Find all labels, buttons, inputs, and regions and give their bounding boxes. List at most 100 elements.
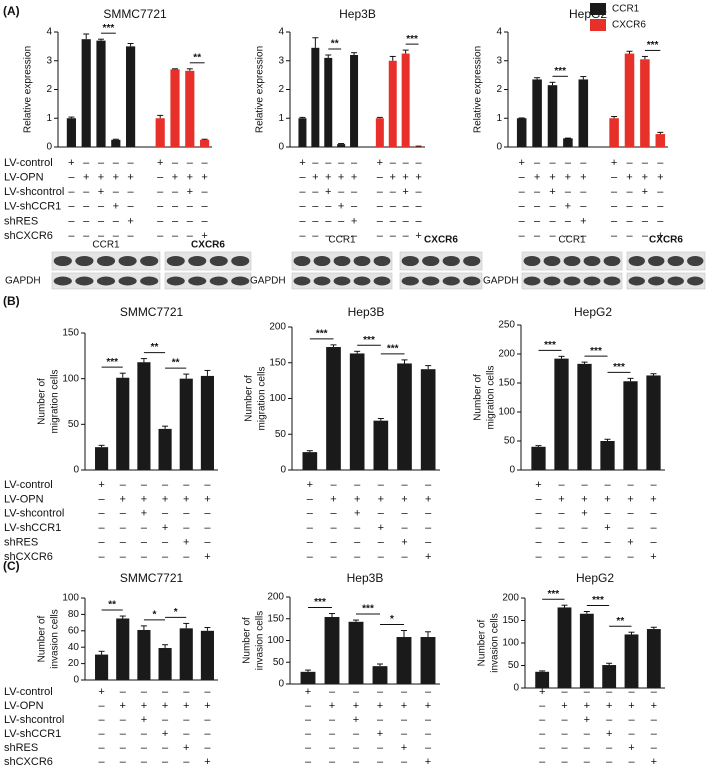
condition-mark: – — [626, 215, 633, 227]
error-bar — [627, 377, 634, 382]
condition-mark: – — [604, 551, 611, 563]
chart-title: HepG2 — [576, 571, 614, 585]
condition-mark: + — [377, 700, 383, 712]
blot-band — [442, 255, 460, 267]
y-axis-label: Number of — [477, 619, 488, 666]
y-tick-label: 150 — [267, 613, 284, 624]
legend-swatch — [590, 19, 606, 31]
bar — [179, 628, 193, 680]
condition-mark: – — [377, 186, 384, 198]
condition-mark: – — [120, 479, 127, 491]
error-bar — [172, 68, 178, 70]
condition-mark: + — [172, 172, 178, 184]
significance-label: *** — [544, 340, 556, 351]
blot-band — [166, 255, 185, 267]
condition-mark: + — [415, 230, 421, 242]
condition-mark: – — [354, 537, 361, 549]
condition-mark: – — [354, 522, 361, 534]
condition-mark: – — [584, 756, 591, 768]
condition-mark: – — [120, 551, 127, 563]
significance-label: *** — [363, 335, 375, 346]
condition-mark: + — [628, 700, 634, 712]
significance-label: ** — [331, 39, 339, 50]
error-bar — [162, 425, 169, 429]
y-tick-label: 150 — [269, 357, 286, 368]
condition-mark: – — [611, 215, 618, 227]
condition-mark: – — [338, 157, 345, 169]
condition-mark: – — [187, 215, 194, 227]
error-bar — [425, 365, 432, 370]
condition-mark: – — [330, 479, 337, 491]
blot-band — [140, 255, 159, 267]
condition-mark: – — [390, 201, 397, 213]
condition-mark: – — [128, 157, 135, 169]
condition-mark: – — [172, 157, 179, 169]
condition-mark: – — [351, 201, 358, 213]
error-bar — [353, 619, 359, 622]
condition-mark: + — [518, 157, 524, 169]
condition-mark: – — [611, 201, 618, 213]
condition-mark: – — [539, 700, 546, 712]
significance-label: ** — [108, 600, 116, 611]
condition-mark: – — [141, 756, 148, 768]
condition-mark: – — [312, 157, 319, 169]
condition-mark: – — [83, 201, 90, 213]
condition-mark: – — [162, 756, 169, 768]
condition-mark: – — [187, 157, 194, 169]
condition-mark: – — [565, 157, 572, 169]
error-bar — [325, 54, 332, 58]
y-tick-label: 0 — [513, 683, 519, 694]
condition-mark: – — [305, 756, 312, 768]
bar — [116, 377, 130, 470]
condition-mark: – — [204, 508, 211, 520]
blot-label: CXCR6 — [649, 235, 683, 246]
error-bar — [127, 43, 134, 47]
condition-mark: – — [401, 728, 408, 740]
condition-mark: – — [329, 714, 336, 726]
condition-mark: – — [183, 714, 190, 726]
condition-mark: – — [519, 186, 526, 198]
condition-mark: – — [141, 686, 148, 698]
bar — [414, 146, 423, 147]
y-tick-label: 0 — [280, 465, 286, 476]
blot-band — [373, 255, 391, 267]
condition-mark: – — [351, 157, 358, 169]
condition-mark: – — [312, 230, 319, 242]
y-tick-label: 0 — [496, 142, 502, 153]
error-bar — [162, 644, 169, 649]
condition-mark: – — [162, 742, 169, 754]
condition-mark: + — [626, 172, 632, 184]
condition-mark: – — [68, 230, 75, 242]
condition-mark: – — [120, 756, 127, 768]
bar — [388, 60, 397, 147]
condition-mark: – — [330, 537, 337, 549]
condition-mark: – — [162, 551, 169, 563]
condition-mark: – — [425, 537, 432, 549]
bar — [655, 134, 666, 147]
condition-mark: + — [120, 493, 126, 505]
condition-mark: – — [584, 742, 591, 754]
error-bar — [657, 131, 664, 135]
y-axis-label: Number of — [37, 378, 48, 425]
y-tick-label: 100 — [502, 638, 519, 649]
blot-background — [399, 251, 483, 271]
significance-label: *** — [316, 329, 328, 340]
condition-mark: – — [157, 215, 164, 227]
condition-mark: – — [539, 728, 546, 740]
bar — [547, 85, 558, 147]
condition-mark: + — [204, 551, 210, 563]
chart-title: SMMC7721 — [120, 305, 184, 319]
condition-mark: + — [141, 700, 147, 712]
condition-mark: + — [162, 522, 168, 534]
condition-mark: – — [128, 230, 135, 242]
condition-mark: + — [651, 756, 657, 768]
condition-mark: – — [305, 742, 312, 754]
error-bar — [377, 663, 383, 667]
condition-mark: – — [141, 551, 148, 563]
error-bar — [98, 650, 105, 655]
panel-label: (C) — [3, 559, 20, 573]
condition-mark: + — [377, 157, 383, 169]
condition-mark: – — [519, 172, 526, 184]
condition-mark: – — [307, 493, 314, 505]
significance-label: * — [390, 614, 394, 625]
